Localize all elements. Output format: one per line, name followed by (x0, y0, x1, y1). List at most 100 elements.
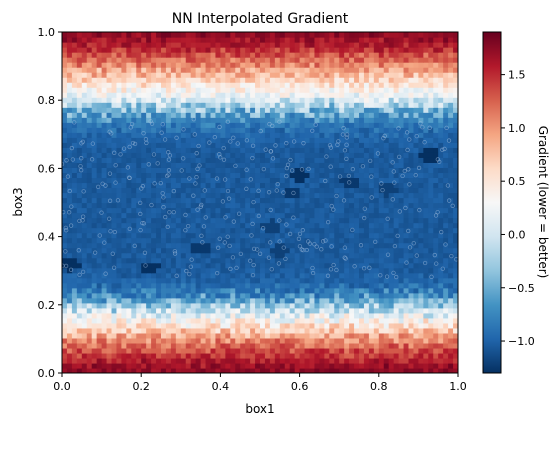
heatmap-cell (200, 57, 207, 63)
heatmap-cell (156, 252, 162, 259)
heatmap-cell (453, 142, 458, 148)
heatmap-cell (418, 257, 424, 264)
heatmap-cell (235, 342, 241, 349)
heatmap-cell (423, 297, 429, 304)
heatmap-cell (339, 367, 345, 373)
heatmap-cell (235, 307, 241, 314)
heatmap-cell (433, 187, 439, 194)
heatmap-cell (101, 287, 108, 294)
heatmap-cell (418, 327, 424, 334)
heatmap-cell (443, 262, 449, 269)
heatmap-cell (393, 187, 400, 194)
heatmap-cell (235, 282, 241, 289)
heatmap-cell (324, 307, 330, 314)
heatmap-cell (349, 102, 355, 108)
heatmap-cell (443, 247, 449, 254)
heatmap-cell (304, 222, 311, 229)
heatmap-cell (373, 272, 380, 279)
heatmap-cell (339, 282, 345, 289)
heatmap-cell (309, 117, 316, 123)
heatmap-cell (329, 232, 335, 239)
heatmap-cell (210, 192, 217, 199)
heatmap-cell (240, 287, 246, 294)
heatmap-cell (195, 302, 202, 309)
heatmap-cell (423, 202, 429, 209)
heatmap-cell (225, 332, 231, 339)
heatmap-cell (96, 272, 103, 279)
heatmap-cell (438, 297, 444, 304)
heatmap-cell (324, 242, 330, 249)
heatmap-cell (190, 282, 197, 289)
heatmap-cell (235, 162, 241, 168)
heatmap-cell (279, 317, 286, 324)
heatmap-cell (309, 342, 316, 349)
heatmap-cell (383, 212, 390, 219)
heatmap-cell (141, 142, 147, 148)
heatmap-cell (448, 342, 454, 349)
heatmap-cell (165, 297, 172, 304)
heatmap-cell (329, 177, 335, 184)
heatmap-cell (146, 157, 152, 163)
heatmap-cell (210, 177, 217, 184)
heatmap-cell (363, 132, 370, 138)
heatmap-cell (255, 307, 261, 314)
heatmap-cell (230, 107, 236, 113)
heatmap-cell (388, 362, 395, 369)
heatmap-cell (200, 167, 207, 174)
heatmap-cell (314, 342, 320, 349)
heatmap-cell (116, 77, 122, 83)
heatmap-cell (274, 67, 281, 73)
heatmap-cell (175, 257, 182, 264)
heatmap-cell (363, 367, 370, 373)
heatmap-cell (126, 212, 132, 219)
heatmap-cell (96, 177, 103, 184)
heatmap-cell (111, 117, 118, 123)
heatmap-cell (235, 122, 241, 128)
heatmap-cell (418, 167, 424, 174)
heatmap-cell (76, 212, 83, 219)
heatmap-cell (344, 247, 350, 254)
heatmap-cell (269, 312, 276, 319)
heatmap-cell (383, 352, 390, 359)
heatmap-cell (438, 152, 444, 158)
heatmap-cell (81, 142, 88, 148)
heatmap-cell (408, 82, 415, 88)
heatmap-cell (418, 287, 424, 294)
heatmap-cell (428, 167, 434, 174)
heatmap-cell (349, 267, 355, 274)
heatmap-cell (106, 342, 113, 349)
heatmap-cell (294, 312, 301, 319)
heatmap-cell (269, 92, 276, 98)
heatmap-cell (86, 312, 93, 319)
heatmap-cell (319, 292, 325, 299)
heatmap-cell (403, 307, 410, 314)
heatmap-cell (71, 277, 78, 284)
heatmap-cell (86, 107, 93, 113)
heatmap-cell (91, 272, 98, 279)
heatmap-cell (319, 247, 325, 254)
heatmap-cell (91, 62, 98, 68)
heatmap-cell (284, 87, 291, 93)
heatmap-cell (146, 212, 152, 219)
heatmap-cell (388, 287, 395, 294)
heatmap-cell (71, 352, 78, 359)
heatmap-cell (121, 207, 127, 214)
heatmap-cell (151, 207, 157, 214)
heatmap-cell (151, 267, 157, 274)
heatmap-cell (423, 77, 429, 83)
heatmap-cell (111, 217, 118, 224)
heatmap-cell (403, 152, 410, 158)
heatmap-cell (165, 72, 172, 78)
heatmap-cell (91, 342, 98, 349)
heatmap-cell (289, 242, 296, 249)
heatmap-cell (274, 132, 281, 138)
heatmap-cell (240, 102, 246, 108)
heatmap-cell (161, 102, 167, 108)
heatmap-cell (255, 297, 261, 304)
heatmap-cell (91, 247, 98, 254)
heatmap-cell (180, 327, 187, 334)
heatmap-cell (428, 182, 434, 189)
heatmap-cell (250, 332, 256, 339)
heatmap-cell (101, 307, 108, 314)
heatmap-cell (393, 352, 400, 359)
